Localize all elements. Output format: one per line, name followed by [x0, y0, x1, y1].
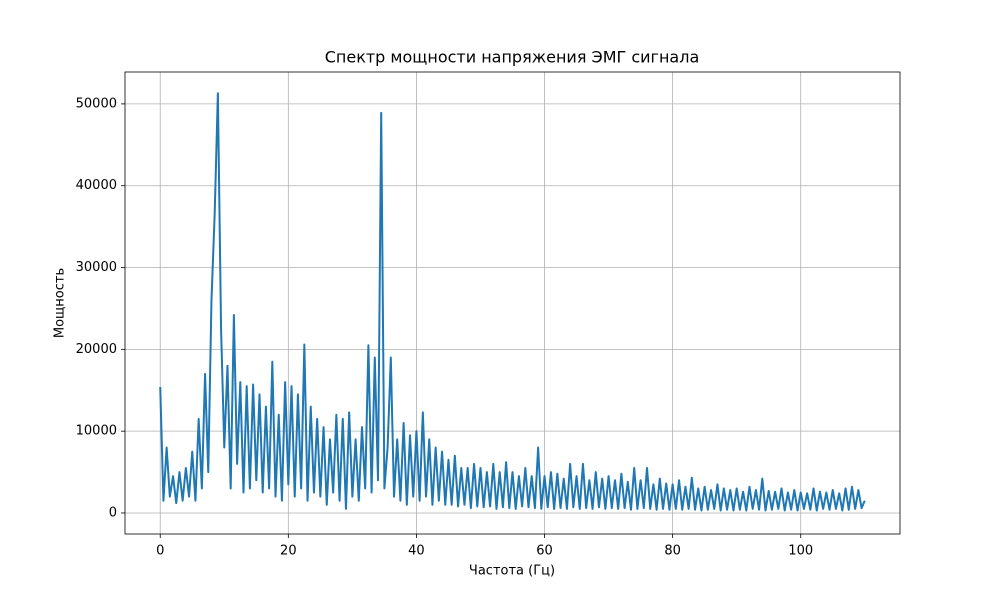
y-tick-label: 30000 [76, 260, 117, 275]
y-axis-label: Мощность [53, 268, 68, 338]
x-tick-label: 20 [280, 544, 297, 559]
plot-frame [124, 71, 901, 535]
spectrum-line [159, 92, 866, 512]
y-tick-label: 40000 [76, 178, 117, 193]
chart-title: Спектр мощности напряжения ЭМГ сигнала [325, 48, 700, 67]
y-tick-label: 10000 [76, 424, 117, 439]
y-tick-label: 20000 [76, 342, 117, 357]
x-tick-label: 0 [156, 544, 164, 559]
y-tick-label: 50000 [76, 96, 117, 111]
x-tick-label: 60 [536, 544, 553, 559]
x-tick-label: 80 [664, 544, 681, 559]
x-axis-label: Частота (Гц) [469, 564, 555, 579]
x-tick-label: 100 [788, 544, 813, 559]
y-tick-label: 0 [109, 505, 117, 520]
x-tick-label: 40 [408, 544, 425, 559]
